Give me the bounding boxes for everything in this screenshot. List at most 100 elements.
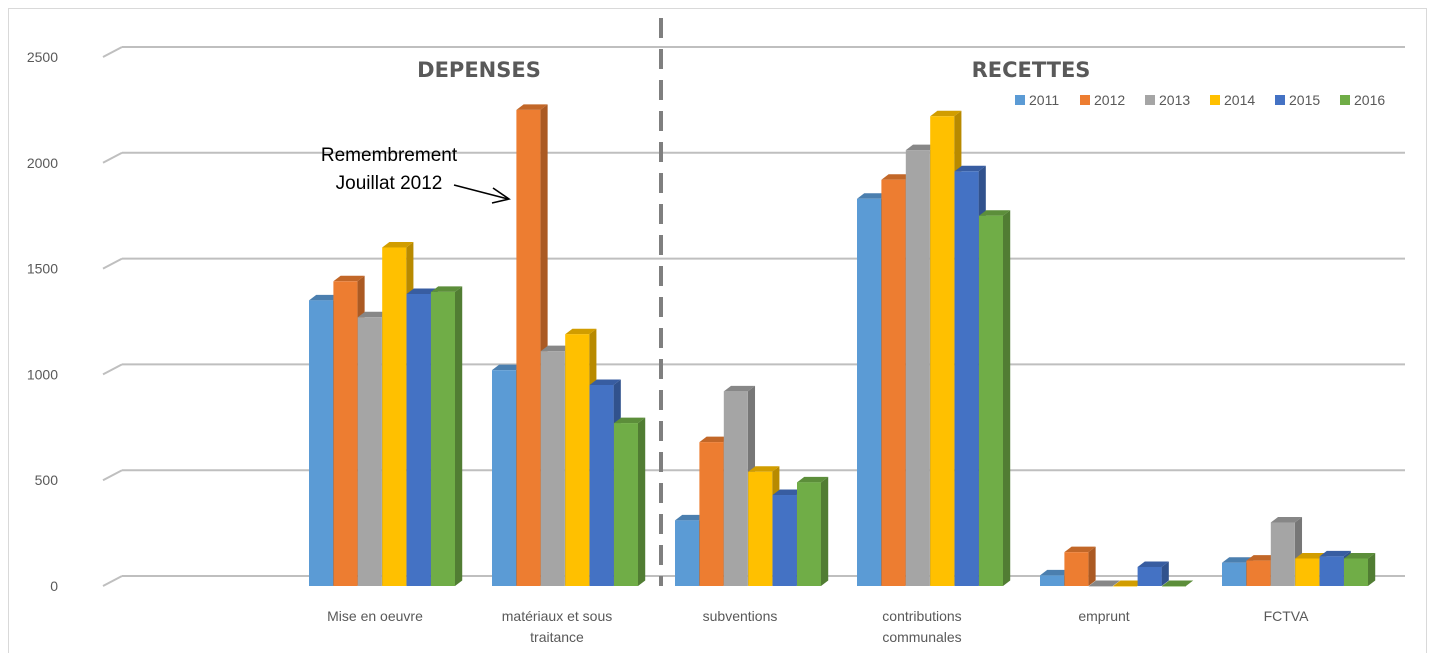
bar-2015-1 bbox=[589, 384, 614, 586]
bar-top bbox=[979, 210, 1011, 216]
bar-2012-2 bbox=[699, 442, 724, 586]
legend-swatch-2015 bbox=[1275, 95, 1285, 105]
y-tick-label: 2000 bbox=[27, 155, 58, 171]
bar-2013-5 bbox=[1270, 522, 1295, 586]
annotation-text: Jouillat 2012 bbox=[336, 173, 443, 194]
category-label: traitance bbox=[530, 629, 584, 645]
gridline-depth bbox=[102, 151, 123, 164]
bar-2014-3 bbox=[930, 116, 955, 587]
category-label: Mise en oeuvre bbox=[327, 608, 423, 624]
bar-2011-4 bbox=[1040, 575, 1064, 586]
category-label: communales bbox=[882, 629, 961, 645]
bar-side bbox=[1088, 546, 1096, 586]
bar-top bbox=[881, 174, 913, 180]
bar-2013-3 bbox=[905, 150, 930, 586]
bar-2015-4 bbox=[1137, 566, 1162, 586]
bar-2012-1 bbox=[516, 109, 541, 587]
bar-top bbox=[431, 286, 463, 292]
bar-2016-2 bbox=[797, 482, 821, 586]
bar-2012-4 bbox=[1064, 552, 1089, 586]
bar-2016-0 bbox=[431, 291, 455, 586]
bar-top bbox=[382, 241, 414, 248]
gridline-depth bbox=[102, 46, 123, 58]
bar-2016-5 bbox=[1344, 558, 1368, 586]
bar-2014-5 bbox=[1295, 558, 1320, 586]
legend-label-2013: 2013 bbox=[1159, 92, 1190, 108]
annotation-arrow bbox=[453, 184, 509, 200]
legend-label-2012: 2012 bbox=[1094, 92, 1125, 108]
bar-2016-4 bbox=[1162, 586, 1186, 587]
bar-top bbox=[905, 144, 938, 151]
bar-top bbox=[1344, 552, 1376, 559]
bar-top bbox=[1162, 580, 1194, 586]
bar-top bbox=[675, 514, 707, 521]
y-tick-label: 1500 bbox=[27, 261, 58, 277]
bar-top bbox=[516, 104, 548, 110]
bar-2011-5 bbox=[1222, 562, 1246, 586]
legend-swatch-2012 bbox=[1080, 95, 1090, 105]
legend-label-2015: 2015 bbox=[1289, 92, 1320, 108]
category-label: subventions bbox=[703, 608, 778, 624]
bar-2013-4 bbox=[1088, 586, 1113, 587]
bar-top bbox=[309, 294, 341, 301]
section-label: DEPENSES bbox=[417, 58, 541, 82]
bar-2012-0 bbox=[333, 281, 358, 586]
category-label: matériaux et sous bbox=[502, 608, 613, 624]
annotation-text: Remembrement bbox=[321, 145, 458, 166]
y-tick-label: 0 bbox=[50, 578, 58, 594]
bar-side bbox=[1003, 210, 1011, 586]
bar-2014-1 bbox=[565, 334, 590, 586]
bar-2011-3 bbox=[857, 198, 881, 586]
bar-2015-5 bbox=[1319, 556, 1344, 586]
category-label: contributions bbox=[882, 608, 961, 624]
bar-top bbox=[1295, 552, 1327, 559]
bar-top bbox=[589, 379, 621, 385]
bar-top bbox=[333, 275, 365, 282]
bar-top bbox=[748, 466, 780, 472]
bar-top bbox=[406, 288, 438, 294]
bar-top bbox=[1040, 569, 1072, 576]
bar-side bbox=[1368, 552, 1376, 586]
bar-top bbox=[772, 489, 804, 496]
bar-2014-2 bbox=[748, 471, 773, 586]
bar-top bbox=[540, 345, 573, 352]
bar-2011-2 bbox=[675, 520, 699, 586]
y-tick-label: 1000 bbox=[27, 366, 58, 382]
bar-top bbox=[357, 311, 390, 318]
bar-side bbox=[455, 286, 463, 586]
bar-2014-0 bbox=[382, 247, 407, 586]
bar-2014-4 bbox=[1113, 586, 1138, 587]
legend-label-2011: 2011 bbox=[1029, 92, 1059, 108]
legend-label-2016: 2016 bbox=[1354, 92, 1385, 108]
bar-2013-1 bbox=[540, 351, 565, 586]
bar-top bbox=[1137, 561, 1169, 567]
bar-top bbox=[565, 328, 597, 335]
bar-side bbox=[1161, 561, 1169, 586]
bar-top bbox=[1113, 580, 1145, 586]
gridline-depth bbox=[102, 575, 123, 587]
category-label: emprunt bbox=[1078, 608, 1129, 624]
bar-top bbox=[797, 476, 829, 483]
bar-2012-5 bbox=[1246, 560, 1271, 586]
bar-2012-3 bbox=[881, 179, 906, 586]
gridline-depth bbox=[102, 257, 123, 270]
bar-2011-0 bbox=[309, 300, 333, 586]
bar-side bbox=[821, 476, 829, 586]
bar-2013-0 bbox=[357, 317, 382, 586]
bar-top bbox=[1222, 557, 1254, 563]
bar-2015-2 bbox=[772, 495, 797, 586]
legend-swatch-2013 bbox=[1145, 95, 1155, 105]
bar-2013-2 bbox=[723, 391, 748, 586]
legend-swatch-2014 bbox=[1210, 95, 1220, 105]
gridline-depth bbox=[102, 469, 123, 482]
section-label: RECETTES bbox=[972, 58, 1091, 82]
bar-top bbox=[1319, 550, 1351, 557]
category-label: FCTVA bbox=[1264, 608, 1310, 624]
y-tick-label: 500 bbox=[35, 472, 59, 488]
bar-2015-0 bbox=[406, 293, 431, 586]
legend-swatch-2011 bbox=[1015, 95, 1025, 105]
bar-top bbox=[1064, 546, 1096, 553]
bar-top bbox=[1246, 555, 1278, 561]
gridline-depth bbox=[102, 363, 123, 376]
